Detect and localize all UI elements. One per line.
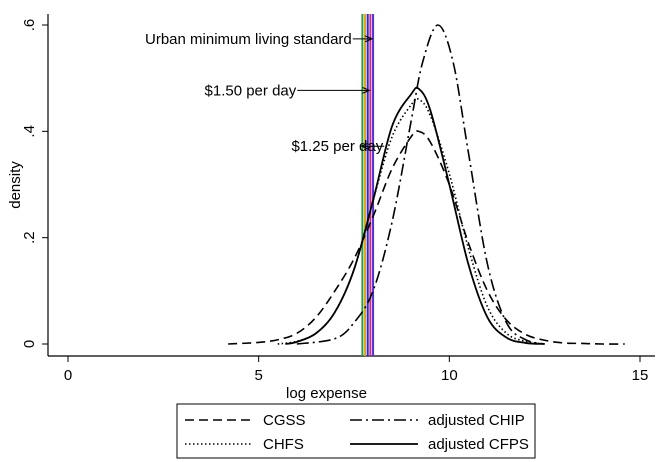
legend-label: CGSS [263, 412, 306, 429]
x-axis-title: log expense [286, 385, 367, 402]
x-tick-label: 15 [632, 367, 649, 384]
series-line-adjusted-chip [296, 24, 545, 345]
annotations: Urban minimum living standard $1.50 per d… [145, 31, 385, 155]
annotation-label: Urban minimum living standard [145, 31, 352, 48]
legend-box [176, 403, 536, 459]
y-tick-label: .2 [21, 231, 38, 244]
annotation-label: $1.50 per day [205, 82, 297, 99]
density-series [228, 24, 625, 345]
annotation-label: $1.25 per day [291, 138, 383, 155]
legend-label: adjusted CHIP [428, 412, 525, 429]
series-line-cgss [228, 130, 625, 345]
x-tick-label: 0 [64, 367, 72, 384]
y-axis-title: density [7, 161, 24, 209]
y-tick-label: .4 [21, 125, 38, 138]
legend: CGSS adjusted CHIP CHFS adjusted CFPS [176, 403, 536, 459]
legend-label: CHFS [263, 436, 304, 453]
series-line-adjusted-cfps [285, 86, 545, 345]
x-tick-label: 5 [254, 367, 262, 384]
legend-label: adjusted CFPS [428, 436, 529, 453]
x-tick-label: 10 [441, 367, 458, 384]
axes: 0 5 10 15 0 .2 .4 .6 log expense density [7, 14, 655, 402]
y-tick-label: .6 [21, 19, 38, 32]
y-tick-label: 0 [21, 340, 38, 348]
